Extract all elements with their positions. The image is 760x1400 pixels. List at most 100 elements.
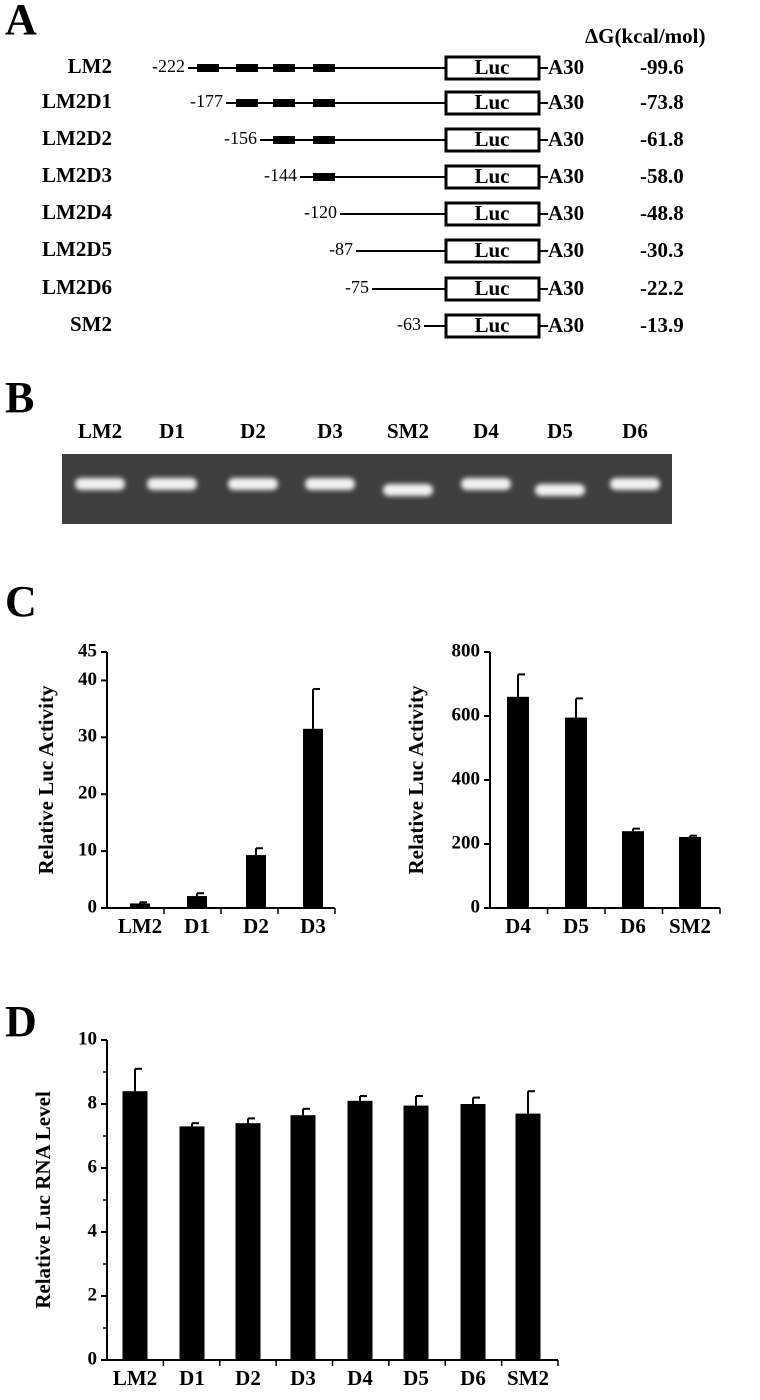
y-axis-label: Relative Luc RNA Level <box>31 1091 55 1309</box>
y-tick-label: 10 <box>78 839 97 860</box>
y-tick-label: 800 <box>452 640 481 661</box>
bar <box>246 855 266 908</box>
start-position: -63 <box>397 314 421 334</box>
luc-box <box>444 276 541 302</box>
tail-label: A30 <box>548 313 584 337</box>
luc-box <box>444 127 541 153</box>
y-tick-label: 600 <box>452 704 481 725</box>
bar <box>347 1100 373 1360</box>
x-tick-label: SM2 <box>669 914 711 938</box>
bar <box>303 728 323 908</box>
y-axis-label: Relative Luc Activity <box>34 685 58 874</box>
lane-label: SM2 <box>387 419 429 443</box>
bar <box>679 836 701 908</box>
stem-loop <box>273 136 295 144</box>
start-position: -144 <box>264 165 297 185</box>
construct-name: LM2D4 <box>42 200 112 224</box>
dg-value: -99.6 <box>640 55 684 79</box>
gel-band <box>535 484 585 496</box>
stem-loop <box>313 99 335 107</box>
start-position: -177 <box>190 91 223 111</box>
gel-band <box>228 478 278 490</box>
y-tick-label: 45 <box>78 640 97 661</box>
stem-loop <box>313 173 335 181</box>
x-tick-label: D5 <box>563 914 589 938</box>
tail-label: A30 <box>548 276 584 300</box>
start-position: -120 <box>304 202 337 222</box>
panel-label: A <box>5 0 37 44</box>
stem-loop <box>197 64 219 72</box>
luc-label: Luc <box>474 238 509 262</box>
x-tick-label: D4 <box>347 1366 373 1390</box>
bar <box>187 896 207 908</box>
dg-value: -48.8 <box>640 201 684 225</box>
x-tick-label: LM2 <box>113 1366 157 1390</box>
luc-box <box>444 238 541 264</box>
y-tick-label: 200 <box>452 832 481 853</box>
x-tick-label: D4 <box>505 914 531 938</box>
gel-band <box>75 478 125 490</box>
x-tick-label: D6 <box>620 914 646 938</box>
lane-label: D6 <box>622 419 648 443</box>
luc-label: Luc <box>474 55 509 79</box>
y-tick-label: 40 <box>78 669 97 690</box>
y-tick-label: 6 <box>88 1156 98 1177</box>
dg-value: -22.2 <box>640 276 684 300</box>
dg-value: -73.8 <box>640 90 684 114</box>
x-tick-label: D5 <box>403 1366 429 1390</box>
start-position: -87 <box>329 239 353 259</box>
dg-value: -58.0 <box>640 164 684 188</box>
y-tick-label: 0 <box>88 1348 98 1369</box>
y-tick-label: 2 <box>88 1284 98 1305</box>
stem-loop <box>313 64 335 72</box>
bar <box>622 831 644 908</box>
bar <box>130 903 150 908</box>
tail-label: A30 <box>548 55 584 79</box>
lane-label: D2 <box>240 419 266 443</box>
construct-name: LM2D5 <box>42 237 112 261</box>
luc-box <box>444 201 541 227</box>
tail-label: A30 <box>548 127 584 151</box>
luc-label: Luc <box>474 90 509 114</box>
luc-label: Luc <box>474 201 509 225</box>
lane-label: LM2 <box>78 419 122 443</box>
construct-name: LM2 <box>68 54 112 78</box>
gel-band <box>383 484 433 496</box>
bar <box>507 696 529 908</box>
dg-value: -61.8 <box>640 127 684 151</box>
start-position: -75 <box>345 277 369 297</box>
luc-label: Luc <box>474 276 509 300</box>
x-tick-label: D1 <box>184 914 210 938</box>
tail-label: A30 <box>548 238 584 262</box>
bar <box>403 1105 429 1360</box>
y-axis-label: Relative Luc Activity <box>404 685 428 874</box>
dg-value: -13.9 <box>640 313 684 337</box>
stem-loop <box>313 136 335 144</box>
stem-loop <box>273 64 295 72</box>
stem-loop <box>236 64 258 72</box>
bar <box>235 1123 261 1360</box>
bar <box>565 717 587 908</box>
construct-name: LM2D3 <box>42 163 112 187</box>
dg-header: ΔG(kcal/mol) <box>585 24 705 48</box>
construct-name: LM2D1 <box>42 89 112 113</box>
stem-loop <box>236 99 258 107</box>
luc-label: Luc <box>474 164 509 188</box>
tail-label: A30 <box>548 201 584 225</box>
panel-label: D <box>5 997 37 1046</box>
dg-value: -30.3 <box>640 238 684 262</box>
stem-loop <box>273 99 295 107</box>
luc-label: Luc <box>474 313 509 337</box>
bar <box>290 1115 316 1360</box>
x-tick-label: D6 <box>460 1366 486 1390</box>
panel-label: B <box>5 373 34 422</box>
bar <box>179 1126 205 1360</box>
x-tick-label: LM2 <box>118 914 162 938</box>
construct-name: SM2 <box>70 312 112 336</box>
y-tick-label: 0 <box>88 896 98 917</box>
gel-band <box>461 478 511 490</box>
construct-name: LM2D6 <box>42 275 112 299</box>
gel-band <box>305 478 355 490</box>
lane-label: D4 <box>473 419 499 443</box>
